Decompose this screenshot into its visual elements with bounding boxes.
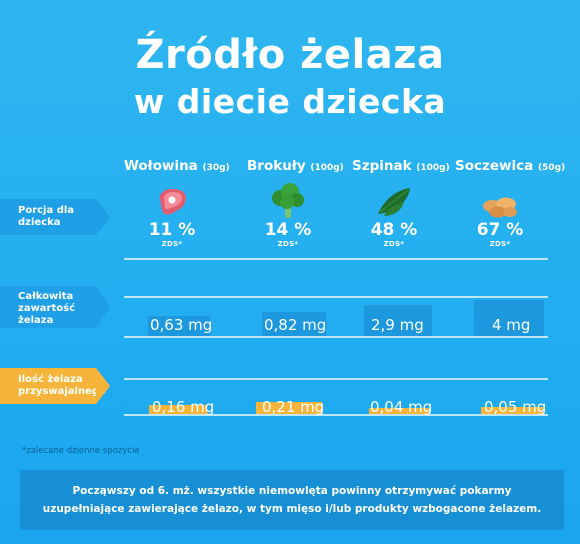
broccoli-icon [268,182,308,222]
row-label-arrow [96,286,110,328]
total-iron-bar [148,316,210,336]
zds-label: ZDS* [489,240,511,248]
absorbable-iron-bar [149,405,207,414]
divider [124,378,548,380]
column-name: Wołowina [124,158,198,174]
footnote: *zalecane dzienne spożycie [22,446,140,456]
total-iron-bar [262,312,326,336]
absorbable-iron-bar [481,407,543,414]
title-line-2: w diecie dziecka [133,82,447,121]
total-iron-bar [474,300,544,336]
divider [124,258,548,260]
absorbable-iron-value: 0,04 mg [370,398,433,416]
column-portion: (30g) [202,163,230,173]
absorbable-iron-value: 0,16 mg [152,398,215,416]
column-portion: (100g) [416,163,450,173]
column-header-broccoli: Brokuły (100g) [247,158,344,174]
zds-label: ZDS* [277,240,299,248]
total-iron-bar [364,305,432,336]
absorbable-iron-bar [369,408,429,414]
total-iron-value: 0,82 mg [264,316,327,334]
percent-broccoli: 14 % [264,220,312,240]
total-iron-value: 4 mg [492,316,531,334]
row-label-portion: Porcja dla dziecka [0,199,96,235]
percent-lentils: 67 % [476,220,524,240]
lentils-icon [480,182,520,222]
divider [124,414,548,416]
column-header-spinach: Szpinak (100g) [352,158,450,174]
row-label-absorbable: Ilość żelaza przyswajalnego [0,368,106,404]
total-iron-value: 0,63 mg [150,316,213,334]
percent-spinach: 48 % [370,220,418,240]
zds-label: ZDS* [161,240,183,248]
spinach-icon [374,182,414,222]
absorbable-iron-bar [256,402,322,414]
column-portion: (50g) [537,163,566,173]
info-text: Począwszy od 6. mż. wszystkie niemowlęta… [42,485,542,515]
row-label-arrow [96,199,110,235]
zds-label: ZDS* [383,240,405,248]
column-header-beef: Wołowina (30g) [124,158,230,174]
column-name: Brokuły [247,158,306,174]
info-box: Począwszy od 6. mż. wszystkie niemowlęta… [20,470,564,530]
percent-beef: 11 % [148,220,196,240]
column-portion: (100g) [310,163,344,173]
steak-icon [152,182,192,222]
column-name: Soczewica [455,158,534,174]
column-name: Szpinak [352,158,412,174]
absorbable-iron-value: 0,21 mg [262,398,325,416]
total-iron-value: 2,9 mg [371,316,424,334]
absorbable-iron-value: 0,05 mg [484,398,547,416]
title-line-1: Źródło żelaza [135,32,445,78]
row-label-arrow [96,368,110,404]
divider [124,336,548,338]
divider [124,296,548,298]
column-header-lentils: Soczewica (50g) [455,158,565,174]
row-label-total: Całkowita zawartość żelaza [0,286,96,328]
